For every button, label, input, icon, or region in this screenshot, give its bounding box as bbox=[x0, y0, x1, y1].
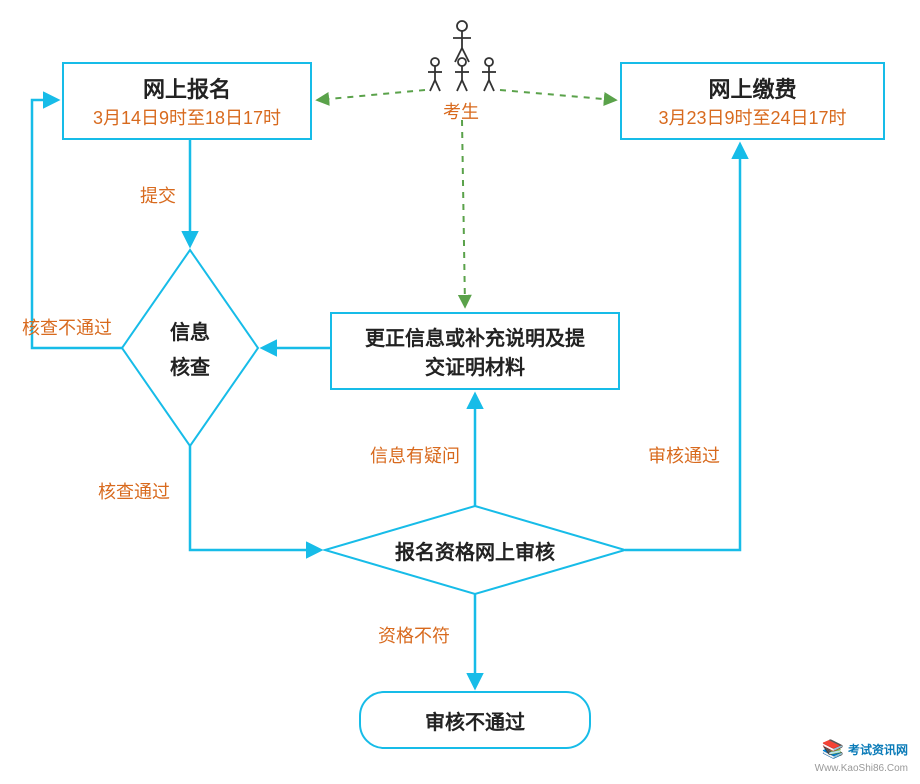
register-date: 3月14日9时至18日17时 bbox=[93, 104, 281, 130]
label-check-pass: 核查通过 bbox=[98, 478, 170, 504]
pay-date: 3月23日9时至24日17时 bbox=[658, 104, 846, 130]
register-title: 网上报名 bbox=[143, 72, 231, 104]
flow-arrows bbox=[32, 100, 740, 687]
qualify-text: 报名资格网上审核 bbox=[375, 536, 575, 564]
verify-line2: 核查 bbox=[170, 351, 210, 380]
qualify-label: 报名资格网上审核 bbox=[395, 536, 555, 565]
correct-line1: 更正信息或补充说明及提 bbox=[365, 322, 585, 351]
label-info-doubt: 信息有疑问 bbox=[370, 442, 460, 468]
books-icon: 📚 bbox=[822, 739, 844, 760]
actor-label: 考生 bbox=[443, 98, 479, 124]
fail-text: 审核不通过 bbox=[360, 692, 590, 748]
pay-box: 网上缴费 3月23日9时至24日17时 bbox=[620, 62, 885, 140]
label-audit-pass: 审核通过 bbox=[648, 442, 720, 468]
pay-title: 网上缴费 bbox=[708, 72, 796, 104]
fail-label: 审核不通过 bbox=[425, 706, 525, 735]
site-logo: 📚 考试资讯网 bbox=[822, 739, 908, 760]
verify-text: 信息 核查 bbox=[155, 318, 225, 378]
label-submit: 提交 bbox=[140, 182, 176, 208]
correct-line2: 交证明材料 bbox=[425, 351, 525, 380]
site-url: Www.KaoShi86.Com bbox=[815, 763, 908, 774]
verify-line1: 信息 bbox=[170, 316, 210, 345]
actor-figures bbox=[428, 21, 496, 91]
label-qualify-fail: 资格不符 bbox=[378, 622, 450, 648]
register-box: 网上报名 3月14日9时至18日17时 bbox=[62, 62, 312, 140]
label-check-fail: 核查不通过 bbox=[22, 314, 112, 340]
correct-box: 更正信息或补充说明及提 交证明材料 bbox=[330, 312, 620, 390]
site-name: 考试资讯网 bbox=[848, 741, 908, 758]
